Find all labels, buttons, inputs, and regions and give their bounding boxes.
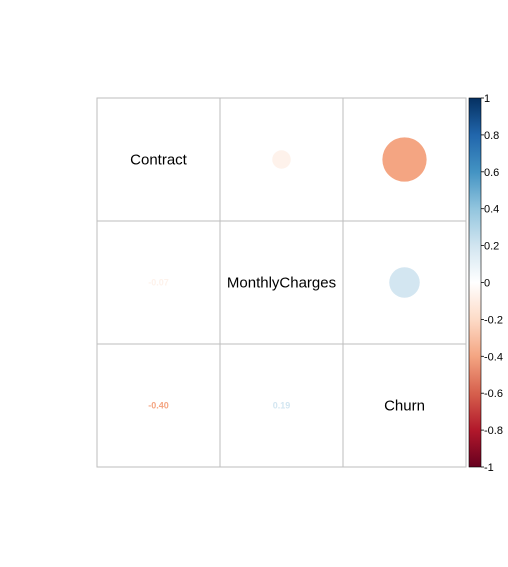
grid-cell — [342, 343, 467, 468]
colorbar-tick-label: -0.4 — [484, 351, 503, 363]
matrix-glyphs: Contract MonthlyCharges Churn -0.07 -0.40 0.1… — [130, 137, 427, 415]
variable-label: Contract — [130, 152, 188, 169]
colorbar-tick-label: -0.6 — [484, 388, 503, 400]
colorbar-tick-label: 0.2 — [484, 241, 499, 253]
variable-label: MonthlyCharges — [227, 275, 336, 292]
coefficient-label: 0.19 — [273, 401, 291, 411]
variable-label: Churn — [384, 398, 425, 415]
coefficient-label: -0.40 — [148, 401, 169, 411]
colorbar-tick-label: -0.2 — [484, 314, 503, 326]
colorbar-tick-label: -1 — [484, 462, 494, 474]
correlation-circle — [389, 267, 420, 298]
colorbar-tick-label: 0.4 — [484, 204, 499, 216]
colorbar-gradient — [469, 98, 481, 467]
matrix-grid — [96, 97, 467, 468]
colorbar-tick-label: 0.6 — [484, 167, 499, 179]
colorbar-tick-label: 0 — [484, 278, 490, 290]
colorbar-tick-label: 1 — [484, 93, 490, 105]
colorbar-tick-label: 0.8 — [484, 130, 499, 142]
colorbar-tick-label: -0.8 — [484, 425, 503, 437]
colorbar: 1 0.8 0.6 0.4 0.2 0 -0.2 -0.4 -0.6 -0.8 -1 — [468, 93, 503, 474]
coefficient-label: -0.07 — [148, 278, 169, 288]
correlation-circle — [382, 137, 427, 182]
correlation-circle — [272, 150, 291, 169]
